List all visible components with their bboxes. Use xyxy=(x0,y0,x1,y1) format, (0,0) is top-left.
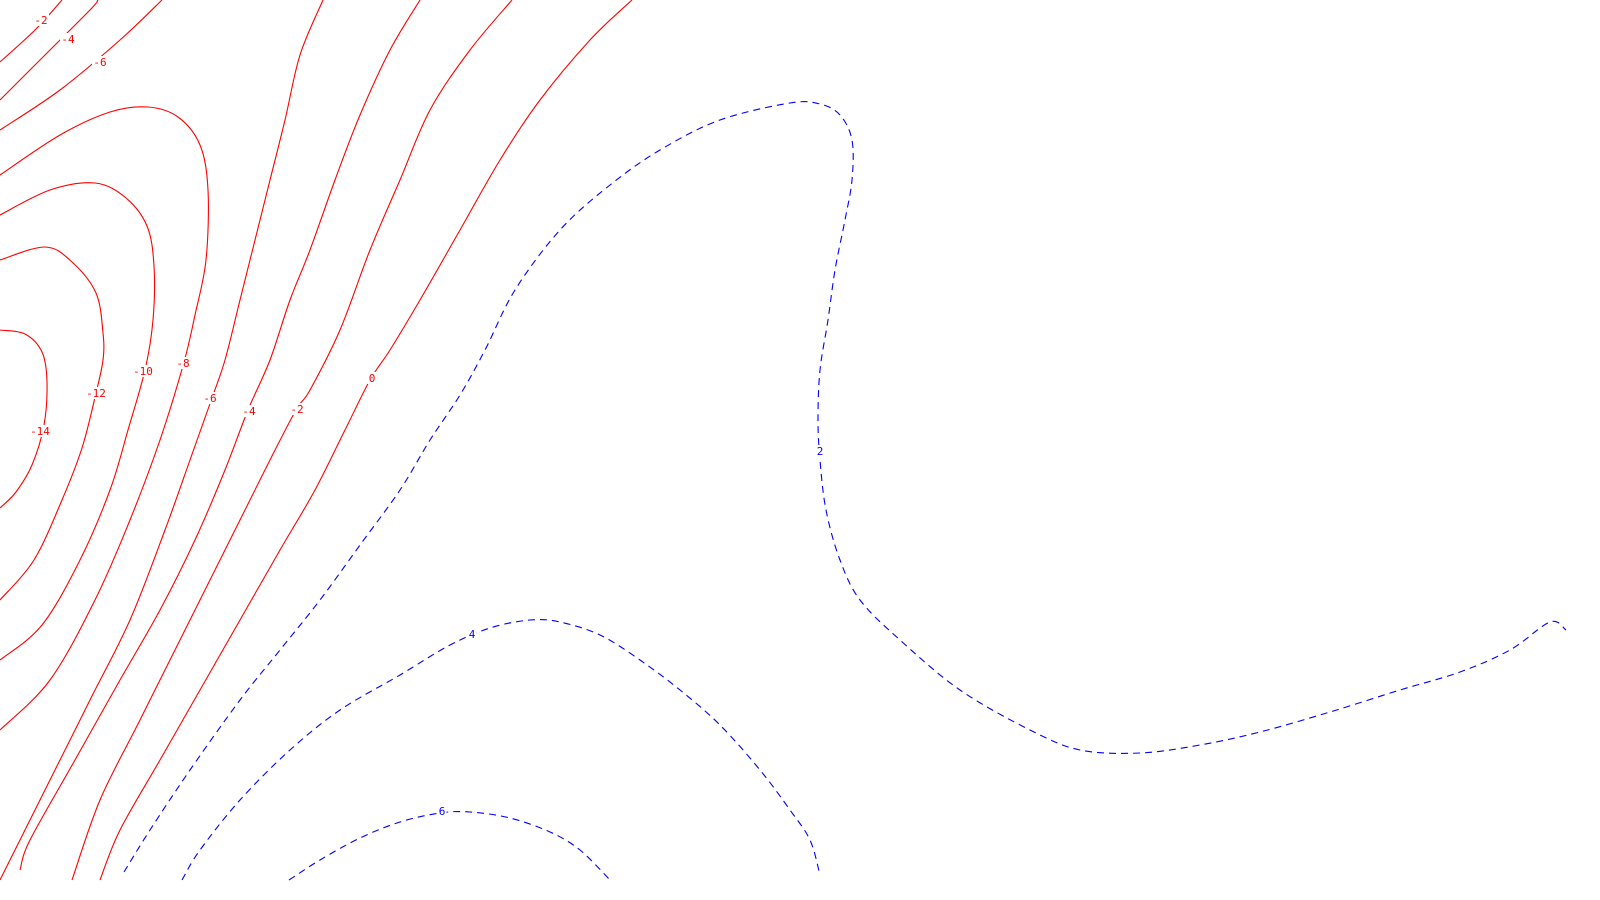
contour-label-neg14: -14 xyxy=(30,425,50,438)
contour-label-neg8: -8 xyxy=(176,357,189,370)
contour-label-pos6: 6 xyxy=(439,805,446,818)
contour-label-bg-zero xyxy=(367,372,377,384)
contour-label-neg4: -4 xyxy=(61,33,75,46)
contour-line-neg6 xyxy=(0,0,163,131)
contour-label-neg6: -6 xyxy=(93,56,106,69)
contour-label-bg-pos2 xyxy=(815,445,825,457)
contour-line-neg2 xyxy=(0,0,63,63)
contour-label-bg-pos6 xyxy=(437,805,447,817)
contour-line-neg6b xyxy=(0,0,324,881)
contour-line-pos4 xyxy=(181,618,821,881)
contour-line-neg14 xyxy=(0,329,48,509)
contour-label-neg10: -10 xyxy=(133,365,153,378)
contour-label-pos4: 4 xyxy=(469,628,476,641)
contour-label-bg-neg8 xyxy=(175,357,191,369)
contour-label-bg-neg2b xyxy=(289,403,305,415)
contour-line-pos2 xyxy=(123,101,1567,873)
contour-line-neg12 xyxy=(0,246,105,601)
contour-label-neg12: -12 xyxy=(86,387,106,400)
contour-label-bg-pos4 xyxy=(467,628,477,640)
contour-label-neg6b: -6 xyxy=(203,392,216,405)
contour-line-pos6 xyxy=(288,810,611,881)
contour-line-neg8 xyxy=(0,106,209,731)
contour-line-neg10 xyxy=(0,182,156,661)
contour-label-bg-neg6b xyxy=(202,392,218,404)
contour-line-neg4b xyxy=(19,0,421,871)
contour-label-bg-neg10 xyxy=(131,365,155,377)
contour-label-bg-neg14 xyxy=(28,425,52,437)
contour-label-pos2: 2 xyxy=(817,445,824,458)
contour-line-zero xyxy=(99,0,633,881)
contour-label-bg-neg4 xyxy=(60,33,76,45)
contour-label-bg-neg12 xyxy=(84,387,108,399)
contour-label-neg2: -2 xyxy=(34,14,47,27)
contour-lines xyxy=(0,0,1567,881)
contour-label-bg-neg2 xyxy=(33,14,49,26)
contour-label-bg-neg6 xyxy=(92,56,108,68)
contour-label-neg2b: -2 xyxy=(290,403,303,416)
contour-label-zero: 0 xyxy=(369,372,376,385)
contour-labels: -14 -12 -10 -8 -6 -4 -2 0 -6 -4 -2 2 4 6 xyxy=(28,14,825,818)
contour-label-neg4b: -4 xyxy=(242,405,256,418)
contour-label-bg-neg4b xyxy=(241,405,257,417)
